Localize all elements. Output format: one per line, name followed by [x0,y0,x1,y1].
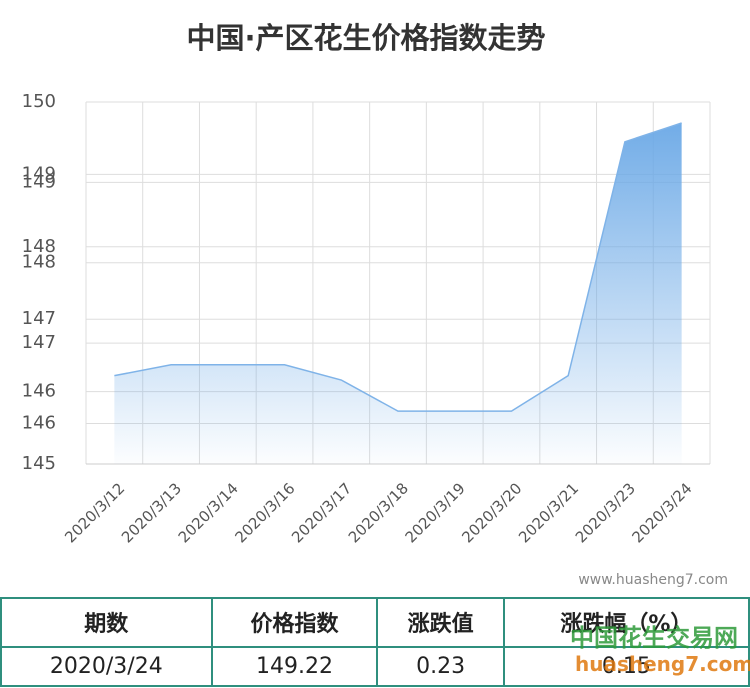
y-tick-label: 148 [22,236,56,257]
x-tick-label: 2020/3/16 [231,479,298,546]
y-tick-label: 147 [22,332,56,353]
y-tick-label: 149 [22,163,56,184]
summary-table: 期数 价格指数 涨跌值 涨跌幅（%） 2020/3/24 149.22 0.23… [0,597,750,688]
header-cell: 涨跌幅（%） [502,597,750,648]
y-tick-label: 145 [22,453,56,474]
x-tick-label: 2020/3/13 [118,479,185,546]
y-tick-label: 149 [22,171,56,192]
x-tick-label: 2020/3/17 [288,479,355,546]
watermark-site: huasheng7.com [575,652,750,676]
x-tick-label: 2020/3/18 [345,479,412,546]
source: www.huasheng7.com [578,572,728,588]
cell: 0.23 [376,645,505,688]
cell: 149.22 [210,645,379,688]
x-tick-label: 2020/3/21 [515,479,582,546]
x-tick-label: 2020/3/20 [458,479,525,546]
header-cell: 期数 [0,597,213,648]
cell: 2020/3/24 [0,645,213,688]
header-cell: 价格指数 [210,597,379,648]
y-tick-label: 146 [22,381,56,402]
chart: 中国·产区花生价格指数走势 www.huasheng7.com 145 146 14… [22,21,728,588]
table-header: 期数 价格指数 涨跌值 涨跌幅（%） [0,597,750,648]
watermark-name: 中国花生交易网 [570,624,738,652]
y-tick-label: 146 [22,412,56,433]
x-tick-label: 2020/3/24 [629,479,696,546]
x-tick-label: 2020/3/12 [61,479,128,546]
x-tick-label: 2020/3/19 [402,479,469,546]
line [114,122,682,412]
y-tick-label: 150 [22,91,56,112]
x-tick-label: 2020/3/14 [175,479,242,546]
y-tick-label: 147 [22,308,56,329]
area [114,122,682,464]
header-cell: 涨跌值 [376,597,505,648]
y-tick-label: 148 [22,252,56,273]
cell: 0.15 [502,645,750,688]
x-tick-label: 2020/3/23 [572,479,639,546]
table-row: 2020/3/24 149.22 0.23 0.15 [0,645,750,688]
chart-title: 中国·产区花生价格指数走势 [186,21,545,55]
